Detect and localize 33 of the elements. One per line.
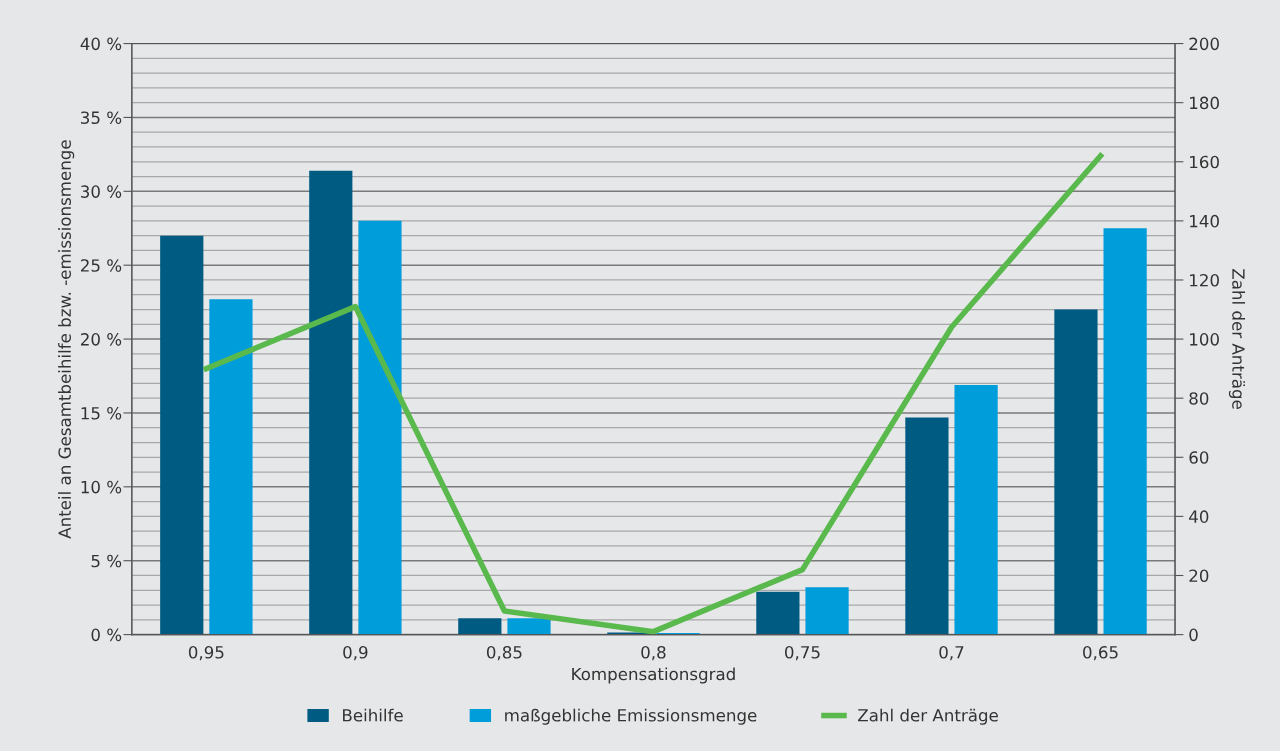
y-tick-label: 0 % (91, 628, 122, 642)
x-tick-label: 0,9 (343, 646, 368, 661)
x-tick-label: 0,8 (641, 646, 666, 661)
y-tick-label: 35 % (81, 111, 122, 125)
y2-tick-label: 60 (1189, 451, 1209, 464)
y-tick-label: 30 % (81, 185, 122, 198)
y2-tick-label: 160 (1190, 155, 1219, 169)
y2-tick-label: 180 (1190, 96, 1219, 110)
y2-tick-label: 0 (1189, 628, 1198, 642)
x-tick-label: 0,7 (939, 646, 964, 661)
y2-tick-label: 100 (1190, 333, 1219, 346)
x-tick-label: 0,75 (785, 646, 820, 661)
y2-tick-label: 40 (1189, 510, 1209, 523)
y-axis-title: Anteil an Gesamtbeihilfe bzw. -emissionsmenge (58, 140, 75, 539)
y-tick-label: 40 % (80, 37, 122, 51)
legend-label: maßgebliche Emissionsmenge (505, 708, 757, 725)
y2-tick-label: 140 (1190, 214, 1219, 228)
x-axis-title: Kompensationsgrad (572, 667, 735, 684)
y-tick-label: 15 % (81, 406, 122, 420)
y2-tick-label: 200 (1189, 37, 1219, 51)
y2-tick-label: 20 (1189, 569, 1209, 583)
x-tick-label: 0,85 (486, 646, 522, 661)
legend-label: Beihilfe (343, 708, 403, 722)
x-tick-label: 0,65 (1083, 646, 1118, 661)
legend-label: Zahl der Anträge (858, 708, 998, 725)
x-tick-label: 0,95 (188, 646, 224, 661)
y-tick-label: 25 % (81, 259, 122, 272)
y-tick-label: 5 % (91, 554, 122, 568)
y2-axis-title: Zahl der Anträge (1228, 269, 1246, 409)
y-tick-label: 10 % (81, 480, 122, 494)
y-tick-label: 20 % (81, 333, 122, 346)
y2-tick-label: 120 (1190, 273, 1219, 287)
y2-tick-label: 80 (1189, 392, 1209, 405)
